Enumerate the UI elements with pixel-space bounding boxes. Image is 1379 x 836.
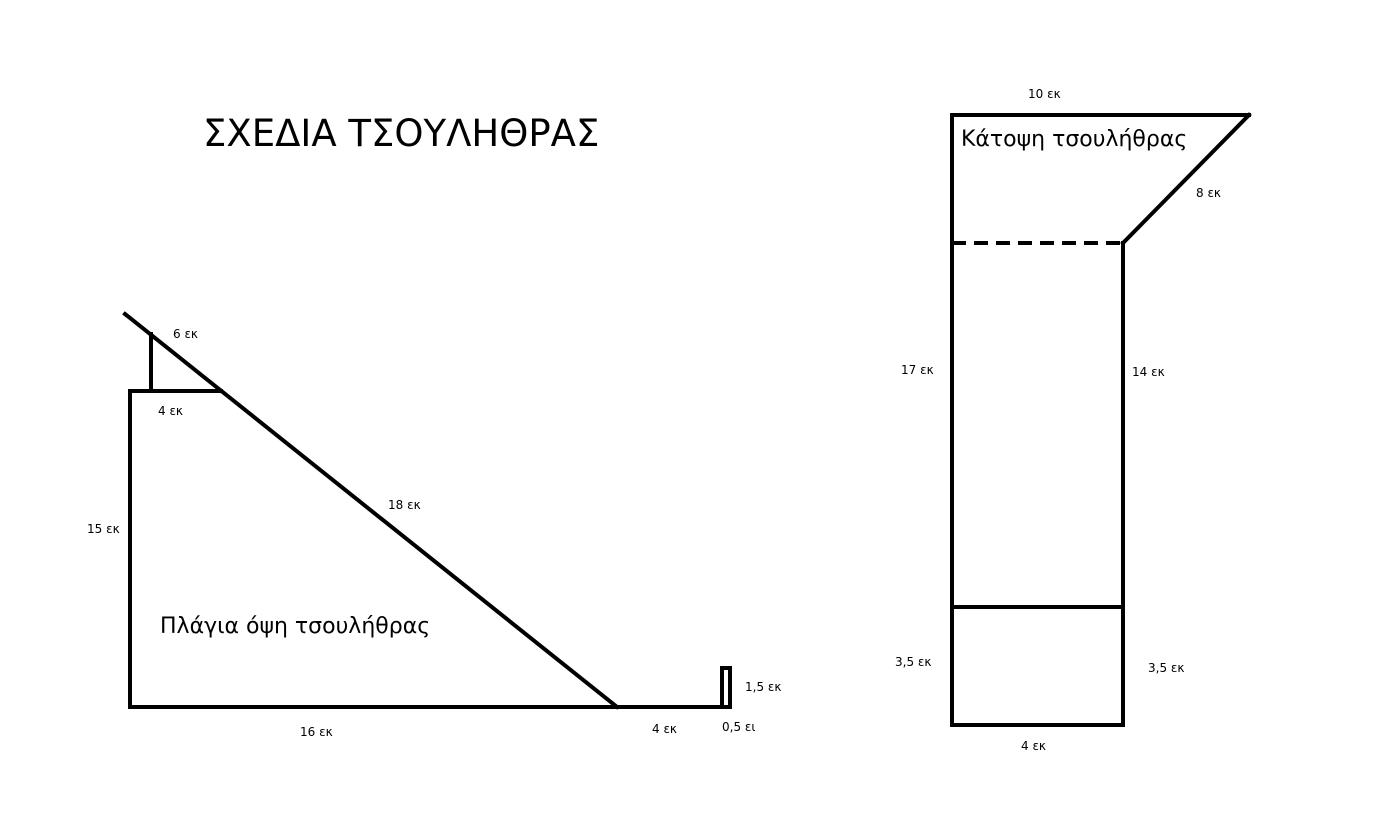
dim-plan-top: 10 εκ [1028,87,1061,101]
dim-plan-left: 17 εκ [901,363,934,377]
dim-side-run: 4 εκ [652,722,678,736]
dim-side-lip-height: 1,5 εκ [745,680,782,694]
plan-diagonal-edge [1120,112,1252,246]
dim-plan-bottom: 4 εκ [1021,739,1047,753]
page-title: ΣΧΕΔΙΑ ΤΣΟΥΛΗΘΡΑΣ [203,112,600,155]
dim-side-top: 6 εκ [173,327,199,341]
side-view-label: Πλάγια όψη τσουλήθρας [160,614,431,639]
dim-plan-right-bottom: 3,5 εκ [1148,661,1185,675]
side-slide-line [122,311,620,710]
plan-view-label: Κάτοψη τσουλήθρας [961,127,1188,152]
dim-side-base: 16 εκ [300,725,333,739]
dim-side-step: 4 εκ [158,404,184,418]
side-end-lip [720,666,732,709]
dim-plan-right: 14 εκ [1132,365,1165,379]
dim-plan-diagonal: 8 εκ [1196,186,1222,200]
dim-plan-left-bottom: 3,5 εκ [895,655,932,669]
dim-side-lip-width: 0,5 ει [722,720,756,734]
dim-side-slide: 18 εκ [388,498,421,512]
dim-side-height: 15 εκ [87,522,120,536]
